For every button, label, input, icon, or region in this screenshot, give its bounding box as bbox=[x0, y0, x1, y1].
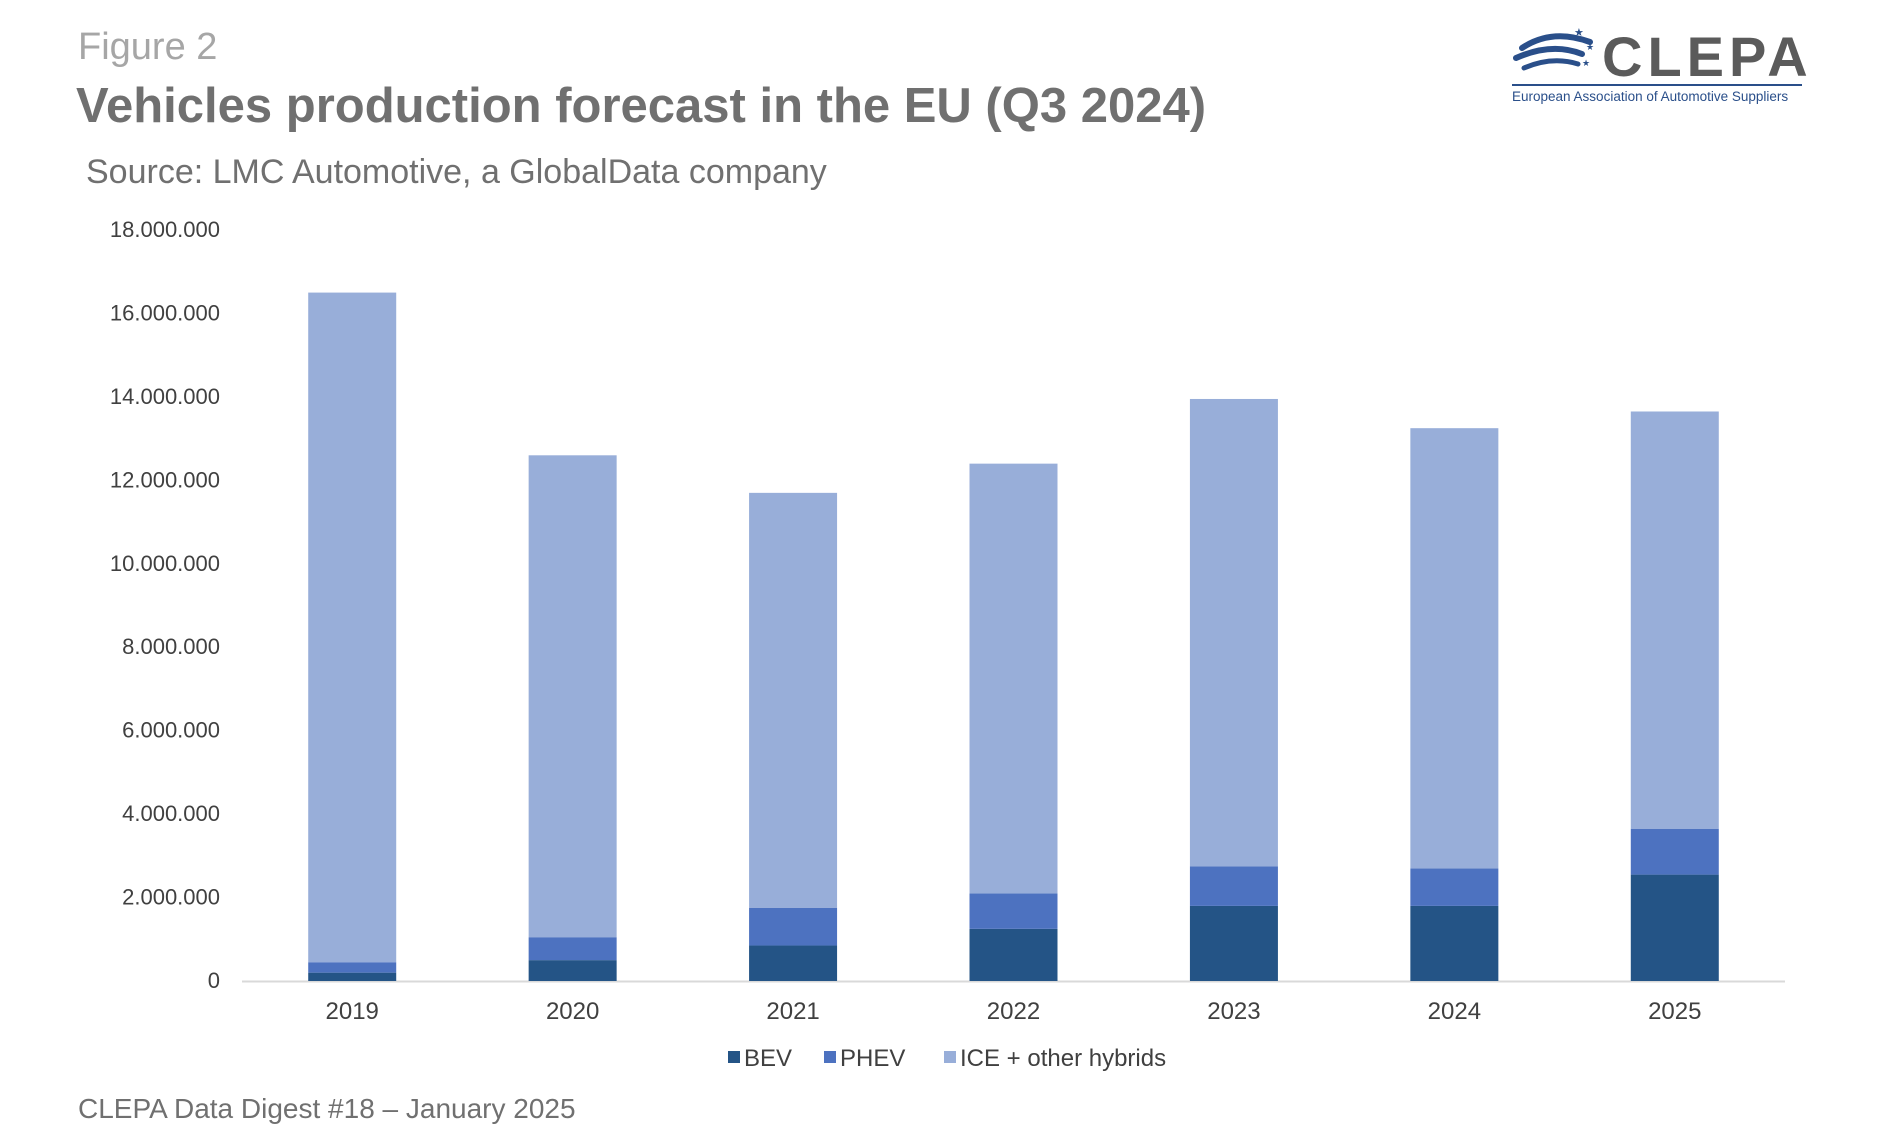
legend-label: BEV bbox=[744, 1045, 792, 1072]
logo-wordmark: CLEPA bbox=[1602, 25, 1813, 88]
x-tick-label: 2020 bbox=[546, 998, 599, 1025]
bar-ice-other-hybrids-2019 bbox=[308, 292, 397, 963]
y-tick-label: 2.000.000 bbox=[122, 885, 220, 910]
x-tick-label: 2019 bbox=[326, 998, 379, 1025]
y-tick-label: 12.000.000 bbox=[110, 467, 220, 492]
chart-subtitle: Source: LMC Automotive, a GlobalData com… bbox=[86, 153, 827, 191]
y-tick-label: 4.000.000 bbox=[122, 801, 220, 826]
bar-ice-other-hybrids-2023 bbox=[1189, 398, 1278, 867]
bar-phev-2021 bbox=[749, 907, 838, 946]
svg-text:★: ★ bbox=[1582, 59, 1590, 69]
bar-phev-2019 bbox=[308, 962, 397, 973]
y-tick-label: 0 bbox=[208, 968, 220, 993]
y-tick-label: 14.000.000 bbox=[110, 384, 220, 409]
bar-bev-2020 bbox=[528, 960, 617, 981]
x-tick-label: 2025 bbox=[1648, 998, 1701, 1025]
bar-bev-2024 bbox=[1410, 905, 1499, 981]
bar-phev-2024 bbox=[1410, 868, 1499, 906]
y-tick-label: 10.000.000 bbox=[110, 551, 220, 576]
y-tick-label: 6.000.000 bbox=[122, 718, 220, 743]
bar-ice-other-hybrids-2025 bbox=[1630, 411, 1719, 829]
bar-ice-other-hybrids-2024 bbox=[1410, 428, 1499, 869]
x-tick-label: 2023 bbox=[1207, 998, 1260, 1025]
footer-text: CLEPA Data Digest #18 – January 2025 bbox=[78, 1093, 576, 1124]
figure-label: Figure 2 bbox=[78, 26, 218, 68]
stacked-bar-chart: 0 2.000.000 4.000.000 6.000.000 8.000.000 10.… bbox=[110, 217, 1785, 1072]
bar-ice-other-hybrids-2020 bbox=[528, 455, 617, 938]
svg-text:★: ★ bbox=[1574, 26, 1584, 39]
x-tick-label: 2024 bbox=[1428, 998, 1481, 1025]
legend-swatch bbox=[824, 1051, 836, 1063]
legend-swatch bbox=[944, 1051, 956, 1063]
legend-label: PHEV bbox=[840, 1045, 905, 1072]
bar-bev-2025 bbox=[1630, 874, 1719, 981]
bar-ice-other-hybrids-2021 bbox=[749, 492, 838, 908]
y-tick-label: 8.000.000 bbox=[122, 634, 220, 659]
bar-bev-2021 bbox=[749, 945, 838, 981]
legend-swatch bbox=[728, 1051, 740, 1063]
y-tick-label: 16.000.000 bbox=[110, 300, 220, 325]
bar-bev-2023 bbox=[1189, 905, 1278, 981]
logo-rule bbox=[1512, 84, 1802, 86]
bar-ice-other-hybrids-2022 bbox=[969, 463, 1058, 894]
clepa-logo: ★ ★ ★ CLEPA European Association of Auto… bbox=[1512, 22, 1808, 104]
x-tick-label: 2022 bbox=[987, 998, 1040, 1025]
svg-text:★: ★ bbox=[1586, 43, 1594, 53]
chart-title: Vehicles production forecast in the EU (… bbox=[76, 79, 1207, 133]
clepa-swoosh-stars-icon: ★ ★ ★ bbox=[1513, 26, 1594, 71]
logo-tagline: European Association of Automotive Suppl… bbox=[1512, 89, 1789, 104]
y-tick-label: 18.000.000 bbox=[110, 217, 220, 242]
bar-bev-2022 bbox=[969, 928, 1058, 981]
bar-phev-2022 bbox=[969, 893, 1058, 929]
x-tick-label: 2021 bbox=[766, 998, 819, 1025]
legend-label: ICE + other hybrids bbox=[960, 1045, 1166, 1072]
bar-phev-2023 bbox=[1189, 866, 1278, 906]
bar-bev-2019 bbox=[308, 972, 397, 981]
bar-phev-2020 bbox=[528, 937, 617, 961]
bar-phev-2025 bbox=[1630, 828, 1719, 875]
